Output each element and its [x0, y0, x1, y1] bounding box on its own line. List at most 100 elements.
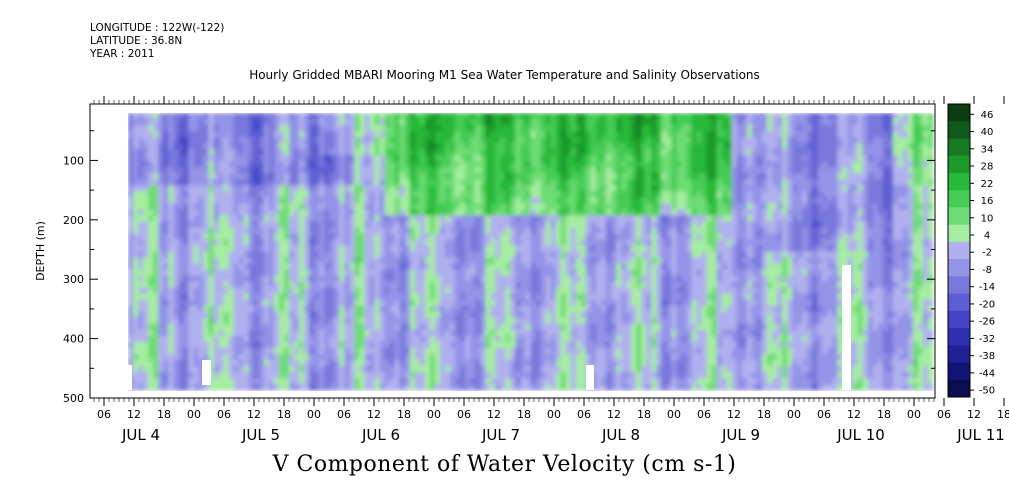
- heatmap-cell: [490, 209, 496, 216]
- heatmap-cell: [651, 215, 657, 222]
- heatmap-cell: [389, 137, 396, 144]
- heatmap-cell: [228, 257, 235, 265]
- heatmap-cell: [273, 155, 280, 162]
- heatmap-cell: [314, 155, 320, 162]
- heatmap-cell: [641, 311, 647, 319]
- heatmap-cell: [364, 191, 371, 198]
- heatmap-cell: [384, 167, 391, 174]
- heatmap-cell: [253, 155, 260, 162]
- heatmap-cell: [163, 341, 169, 349]
- heatmap-cell: [213, 377, 220, 385]
- heatmap-cell: [429, 377, 436, 385]
- heatmap-cell: [339, 305, 345, 313]
- heatmap-cell: [188, 155, 195, 162]
- heatmap-cell: [163, 377, 169, 385]
- heatmap-cell: [590, 275, 597, 283]
- heatmap-cell: [636, 287, 642, 295]
- heatmap-cell: [515, 263, 522, 271]
- heatmap-cell: [450, 365, 456, 373]
- heatmap-cell: [289, 341, 295, 349]
- heatmap-cell: [289, 239, 295, 247]
- heatmap-cell: [329, 317, 335, 325]
- heatmap-cell: [369, 227, 376, 235]
- heatmap-cell: [495, 335, 501, 343]
- heatmap-cell: [646, 209, 652, 216]
- heatmap-cell: [600, 215, 607, 222]
- heatmap-cell: [565, 227, 572, 235]
- heatmap-cell: [384, 155, 391, 162]
- heatmap-cell: [389, 251, 396, 259]
- heatmap-cell: [143, 113, 149, 120]
- heatmap-cell: [490, 275, 496, 283]
- heatmap-cell: [193, 245, 200, 253]
- heatmap-cell: [419, 347, 426, 355]
- heatmap-cell: [651, 245, 657, 253]
- heatmap-cell: [193, 143, 200, 150]
- heatmap-cell: [565, 167, 572, 174]
- heatmap-cell: [465, 239, 471, 247]
- heatmap-cell: [565, 155, 572, 162]
- heatmap-cell: [223, 185, 230, 192]
- heatmap-cell: [419, 209, 426, 216]
- heatmap-cell: [455, 203, 461, 210]
- heatmap-cell: [148, 119, 154, 126]
- heatmap-cell: [414, 233, 421, 241]
- heatmap-cell: [600, 173, 607, 180]
- heatmap-cell: [248, 371, 255, 379]
- heatmap-cell: [258, 161, 265, 168]
- heatmap-cell: [520, 185, 527, 192]
- heatmap-cell: [213, 209, 220, 216]
- heatmap-cell: [450, 275, 456, 283]
- heatmap-cell: [158, 293, 164, 301]
- heatmap-cell: [364, 161, 371, 168]
- heatmap-cell: [329, 125, 335, 132]
- heatmap-cell: [565, 287, 572, 295]
- heatmap-cell: [188, 329, 195, 337]
- heatmap-cell: [490, 239, 496, 247]
- heatmap-cell: [470, 293, 476, 301]
- heatmap-cell: [374, 221, 381, 229]
- heatmap-cell: [143, 293, 149, 301]
- heatmap-cell: [223, 365, 230, 373]
- heatmap-cell: [374, 197, 381, 204]
- heatmap-cell: [178, 149, 184, 156]
- heatmap-cell: [334, 323, 340, 331]
- heatmap-cell: [394, 233, 401, 241]
- heatmap-cell: [163, 233, 169, 241]
- heatmap-cell: [404, 347, 411, 355]
- heatmap-cell: [520, 137, 527, 144]
- heatmap-cell: [470, 215, 476, 222]
- heatmap-cell: [203, 245, 210, 253]
- heatmap-cell: [600, 137, 607, 144]
- heatmap-cell: [495, 251, 501, 259]
- heatmap-cell: [384, 191, 391, 198]
- heatmap-cell: [580, 143, 587, 150]
- heatmap-cell: [520, 113, 527, 120]
- heatmap-cell: [540, 221, 547, 229]
- heatmap-cell: [505, 185, 511, 192]
- heatmap-cell: [450, 287, 456, 295]
- heatmap-cell: [299, 233, 305, 241]
- heatmap-cell: [656, 245, 662, 253]
- heatmap-cell: [268, 155, 275, 162]
- heatmap-cell: [299, 365, 305, 373]
- heatmap-cell: [595, 179, 602, 186]
- heatmap-cell: [580, 377, 587, 385]
- heatmap-cell: [580, 383, 587, 391]
- heatmap-cell: [545, 269, 552, 277]
- heatmap-cell: [163, 317, 169, 325]
- heatmap-cell: [545, 221, 552, 229]
- heatmap-cell: [133, 269, 139, 277]
- heatmap-cell: [223, 305, 230, 313]
- heatmap-cell: [656, 239, 662, 247]
- heatmap-cell: [611, 299, 617, 307]
- heatmap-cell: [364, 185, 371, 192]
- heatmap-cell: [590, 251, 597, 259]
- heatmap-cell: [263, 257, 270, 265]
- heatmap-cell: [495, 149, 501, 156]
- heatmap-cell: [334, 173, 340, 180]
- heatmap-cell: [349, 323, 356, 331]
- heatmap-cell: [334, 311, 340, 319]
- heatmap-cell: [590, 299, 597, 307]
- heatmap-cell: [414, 179, 421, 186]
